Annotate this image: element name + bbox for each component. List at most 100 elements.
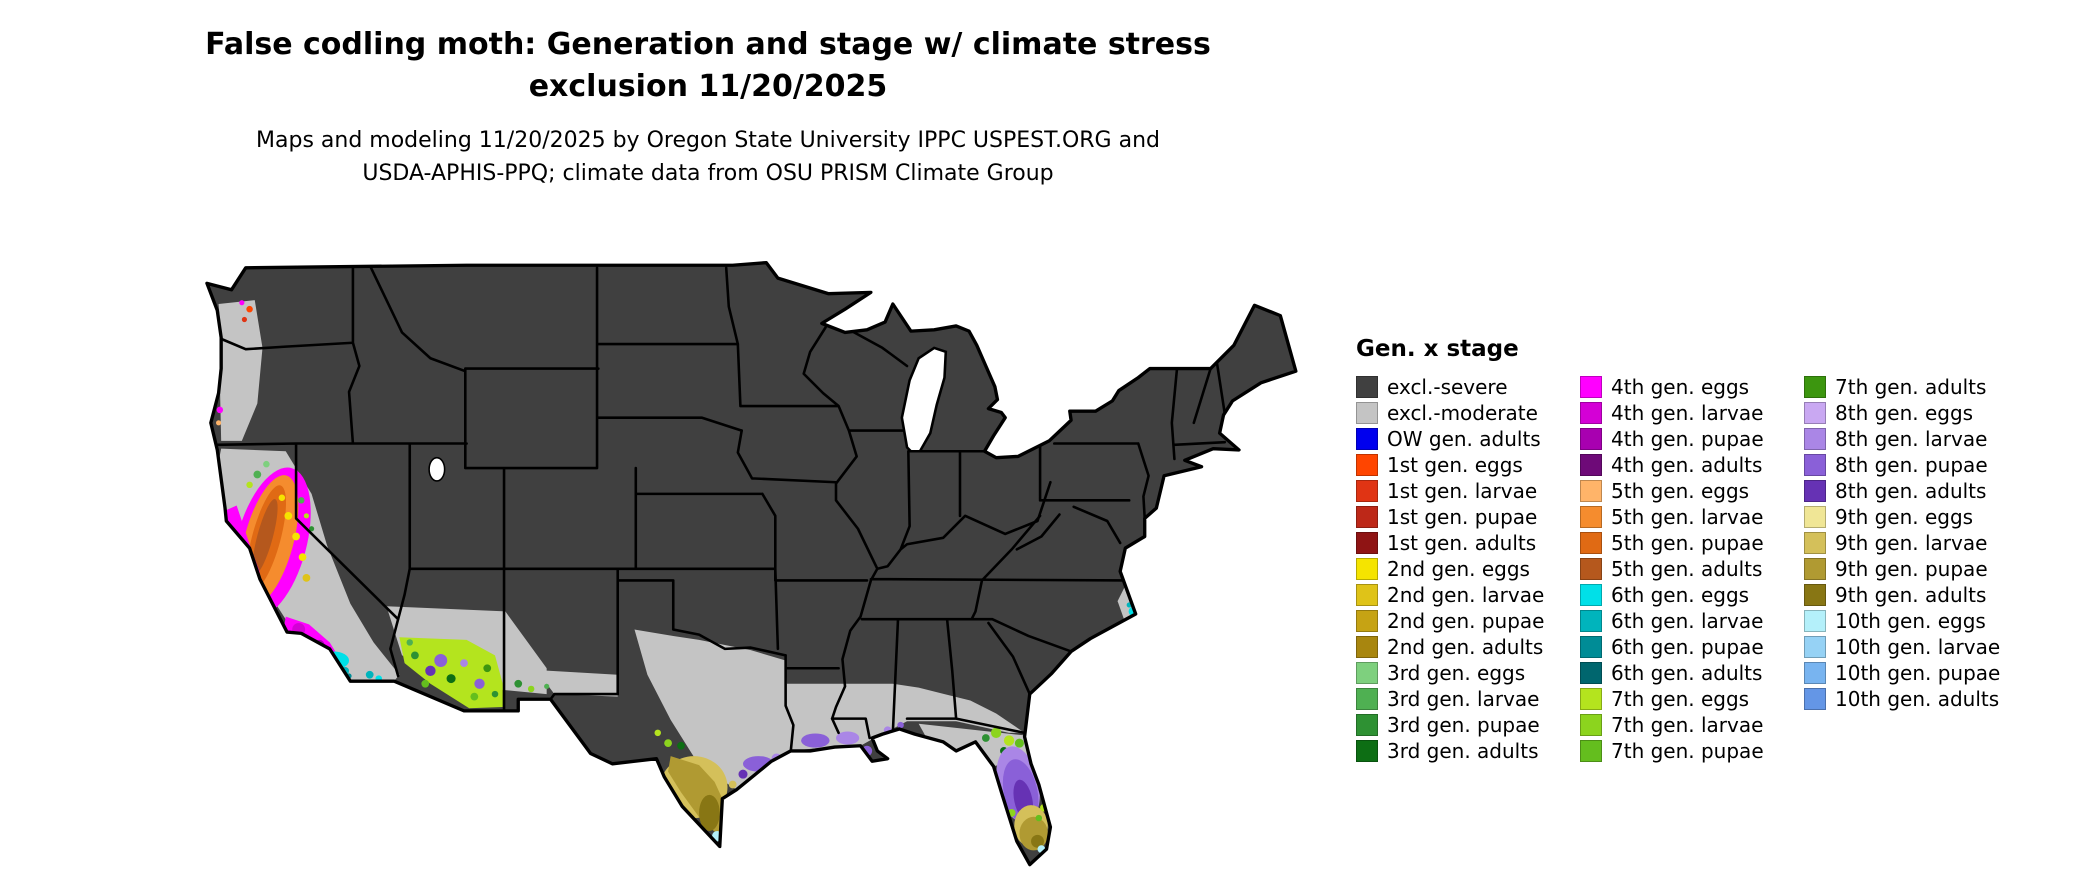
legend-label: excl.-moderate <box>1387 401 1538 425</box>
legend-swatch <box>1580 402 1602 424</box>
legend-swatch <box>1580 714 1602 736</box>
legend-label: 1st gen. adults <box>1387 531 1537 555</box>
legend-swatch <box>1804 610 1826 632</box>
legend-label: 7th gen. eggs <box>1611 687 1750 711</box>
legend-item: 10th gen. eggs <box>1804 608 2016 634</box>
legend-label: 9th gen. larvae <box>1835 531 1988 555</box>
legend-label: 10th gen. pupae <box>1835 661 2001 685</box>
legend-item: 3rd gen. adults <box>1356 738 1568 764</box>
legend-item: 4th gen. larvae <box>1580 400 1792 426</box>
legend-item: excl.-severe <box>1356 374 1568 400</box>
legend-item: 6th gen. eggs <box>1580 582 1792 608</box>
legend-item: 3rd gen. eggs <box>1356 660 1568 686</box>
state-borders <box>216 266 1227 753</box>
legend-label: excl.-severe <box>1387 375 1508 399</box>
legend-swatch <box>1356 740 1378 762</box>
legend-label: 5th gen. adults <box>1611 557 1763 581</box>
legend-item: 2nd gen. pupae <box>1356 608 1568 634</box>
legend-label: 4th gen. larvae <box>1611 401 1764 425</box>
legend-item: 9th gen. pupae <box>1804 556 2016 582</box>
us-map <box>92 220 1332 884</box>
legend-item: 3rd gen. larvae <box>1356 686 1568 712</box>
legend-item: 7th gen. adults <box>1804 374 2016 400</box>
legend-label: 2nd gen. eggs <box>1387 557 1530 581</box>
legend-swatch <box>1356 714 1378 736</box>
legend-item: 10th gen. larvae <box>1804 634 2016 660</box>
legend-item: excl.-moderate <box>1356 400 1568 426</box>
legend-label: 7th gen. adults <box>1835 375 1987 399</box>
legend-label: 5th gen. larvae <box>1611 505 1764 529</box>
legend-swatch <box>1580 376 1602 398</box>
legend-item: 1st gen. pupae <box>1356 504 1568 530</box>
legend-swatch <box>1356 506 1378 528</box>
legend-swatch <box>1356 610 1378 632</box>
legend-item: 10th gen. pupae <box>1804 660 2016 686</box>
legend-swatch <box>1804 506 1826 528</box>
legend-swatch <box>1356 584 1378 606</box>
legend-swatch <box>1356 636 1378 658</box>
legend-label: 3rd gen. pupae <box>1387 713 1540 737</box>
legend-label: 4th gen. adults <box>1611 453 1763 477</box>
legend-swatch <box>1580 584 1602 606</box>
legend-item: 2nd gen. larvae <box>1356 582 1568 608</box>
legend-swatch <box>1804 532 1826 554</box>
legend-label: 3rd gen. adults <box>1387 739 1539 763</box>
legend-label: 5th gen. eggs <box>1611 479 1750 503</box>
legend-label: 8th gen. eggs <box>1835 401 1974 425</box>
legend-swatch <box>1804 558 1826 580</box>
legend-label: 4th gen. pupae <box>1611 427 1764 451</box>
legend-item: 10th gen. adults <box>1804 686 2016 712</box>
legend-item: 7th gen. eggs <box>1580 686 1792 712</box>
legend-swatch <box>1580 636 1602 658</box>
legend-swatch <box>1804 662 1826 684</box>
legend-label: 8th gen. adults <box>1835 479 1987 503</box>
legend-swatch <box>1356 376 1378 398</box>
legend-item: 6th gen. pupae <box>1580 634 1792 660</box>
legend-label: 3rd gen. larvae <box>1387 687 1540 711</box>
legend-columns: excl.-severe excl.-moderate OW gen. adults… <box>1356 374 2016 764</box>
map-region-pacific-northwest <box>239 300 253 323</box>
legend-label: 1st gen. eggs <box>1387 453 1523 477</box>
legend-swatch <box>1356 428 1378 450</box>
legend-swatch <box>1804 428 1826 450</box>
legend-swatch <box>1580 480 1602 502</box>
legend-column-1: 4th gen. eggs 4th gen. larvae 4th gen. pup… <box>1580 374 1792 764</box>
legend-label: 4th gen. eggs <box>1611 375 1750 399</box>
legend-item: 4th gen. adults <box>1580 452 1792 478</box>
legend-title: Gen. x stage <box>1356 336 1519 362</box>
legend-item: 5th gen. adults <box>1580 556 1792 582</box>
legend-item: 1st gen. larvae <box>1356 478 1568 504</box>
legend-swatch <box>1356 558 1378 580</box>
legend-label: 6th gen. eggs <box>1611 583 1750 607</box>
legend-item: 4th gen. pupae <box>1580 426 1792 452</box>
legend-item: 8th gen. pupae <box>1804 452 2016 478</box>
legend-swatch <box>1580 532 1602 554</box>
title-line-1: False codling moth: Generation and stage… <box>205 27 1211 62</box>
legend-swatch <box>1580 740 1602 762</box>
legend-swatch <box>1580 428 1602 450</box>
legend-label: 6th gen. pupae <box>1611 635 1764 659</box>
legend-item: 9th gen. adults <box>1804 582 2016 608</box>
legend-item: 7th gen. larvae <box>1580 712 1792 738</box>
legend-item: 6th gen. larvae <box>1580 608 1792 634</box>
legend-label: 9th gen. pupae <box>1835 557 1988 581</box>
legend-item: 9th gen. eggs <box>1804 504 2016 530</box>
lake-michigan <box>900 346 948 453</box>
legend-item: 1st gen. adults <box>1356 530 1568 556</box>
legend-swatch <box>1580 688 1602 710</box>
legend-swatch <box>1580 454 1602 476</box>
legend-item: 5th gen. larvae <box>1580 504 1792 530</box>
legend-item: 8th gen. larvae <box>1804 426 2016 452</box>
legend-column-2: 7th gen. adults 8th gen. eggs 8th gen. lar… <box>1804 374 2016 764</box>
legend-label: 8th gen. larvae <box>1835 427 1988 451</box>
legend-label: 10th gen. adults <box>1835 687 2000 711</box>
legend-label: 10th gen. larvae <box>1835 635 2001 659</box>
subtitle-line-2: USDA-APHIS-PPQ; climate data from OSU PR… <box>362 161 1054 186</box>
legend-item: 5th gen. eggs <box>1580 478 1792 504</box>
legend-item: 8th gen. adults <box>1804 478 2016 504</box>
legend-item: 8th gen. eggs <box>1804 400 2016 426</box>
map-region-nevada-fringe <box>298 497 315 532</box>
legend-label: 10th gen. eggs <box>1835 609 1986 633</box>
legend-item: 4th gen. eggs <box>1580 374 1792 400</box>
legend-swatch <box>1580 610 1602 632</box>
